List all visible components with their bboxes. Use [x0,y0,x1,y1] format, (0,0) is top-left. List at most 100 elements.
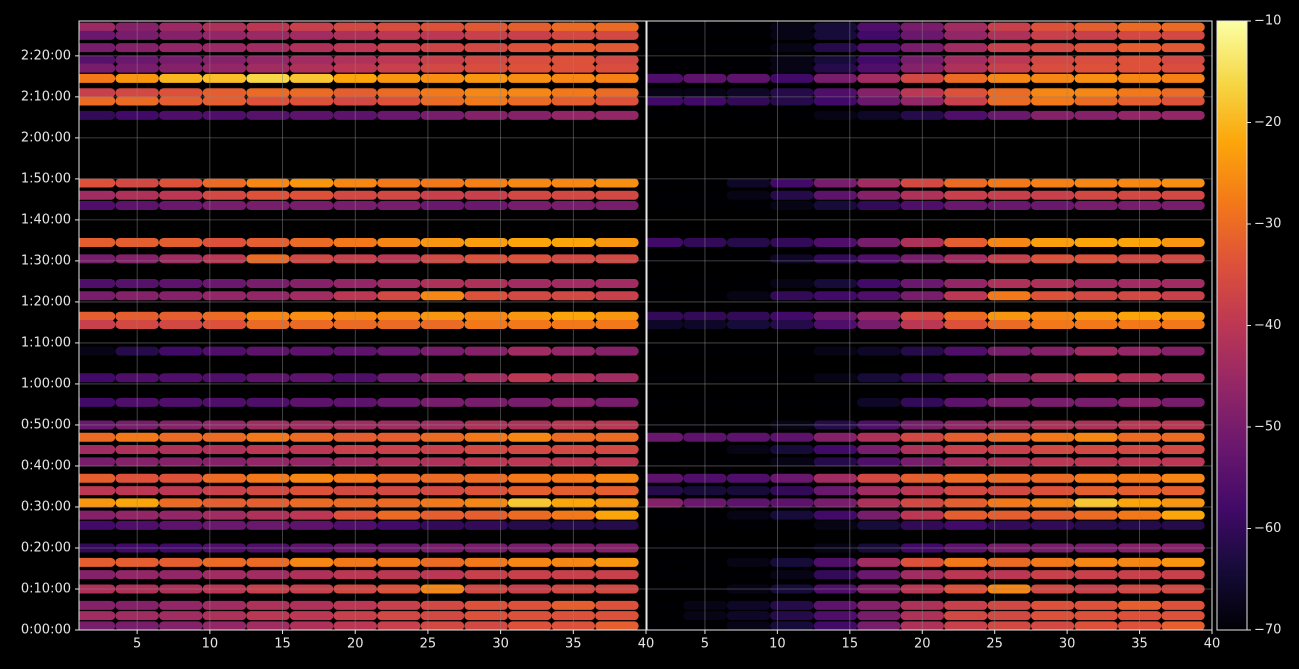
heat-cell [1161,557,1205,567]
heat-cell [464,432,508,442]
y-tick-label: 0:50:00 [21,417,71,432]
heat-cell [202,190,247,200]
heat-cell [1161,600,1205,610]
heat-cell [464,611,508,621]
heat-cell [813,457,858,467]
heat-cell [464,510,508,520]
heat-cell [79,621,116,630]
heat-cell [595,30,639,40]
heat-cell [202,498,247,508]
heat-cell [158,178,203,188]
heat-cell [1074,611,1118,621]
heat-cell [158,30,203,40]
heat-cell [377,498,421,508]
heat-cell [987,22,1031,32]
heat-cell [1161,611,1205,621]
heat-cell [1074,473,1118,483]
heat-cell [595,22,639,32]
heat-cell [857,201,901,211]
heat-cell [377,254,421,264]
heat-cell [813,557,858,567]
heat-cell [420,30,465,40]
x-tick-label: 10 [769,637,786,652]
heat-cell [158,96,203,106]
heat-cell [1074,346,1118,356]
heat-cell [770,63,814,73]
heat-cell [595,96,639,106]
heat-cell [726,557,771,567]
heat-cell [289,510,334,520]
heat-cell [1030,473,1075,483]
heat-cell [79,346,116,356]
heat-cell [987,63,1031,73]
heat-cell [377,600,421,610]
heat-cell [857,110,901,120]
heat-cell [857,570,901,580]
heat-cell [202,178,247,188]
heat-cell [770,510,814,520]
heat-cell [507,621,552,630]
heat-cell [770,55,814,65]
heat-cell [943,346,988,356]
heat-cell [857,520,901,530]
heat-cell [770,432,814,442]
heat-cell [726,373,771,383]
heat-cell [377,291,421,301]
heat-cell [1074,432,1118,442]
heat-cell [943,291,988,301]
heat-cell [595,611,639,621]
heat-cell [1030,88,1075,98]
heat-cell [726,96,771,106]
heat-cell [246,178,290,188]
heat-cell [943,373,988,383]
heat-cell [943,621,988,630]
heat-cell [943,55,988,65]
heat-cell [1074,254,1118,264]
heat-cell [1030,397,1075,407]
heat-cell [1074,88,1118,98]
heat-cell [770,278,814,288]
heat-cell [507,473,552,483]
heat-cell [1161,570,1205,580]
heat-cell [813,88,858,98]
heat-cell [507,600,552,610]
heat-cell [246,278,290,288]
heat-cell [726,319,771,329]
heat-cell [987,445,1031,455]
heat-cell [1030,110,1075,120]
heat-cell [647,237,684,247]
heat-cell [464,311,508,321]
heat-cell [202,611,247,621]
heat-cell [595,73,639,83]
heat-cell [202,311,247,321]
heat-cell [464,373,508,383]
heat-cell [857,237,901,247]
heat-cell [943,557,988,567]
heat-cell [202,201,247,211]
heat-cell [507,432,552,442]
heat-cell [595,319,639,329]
heat-cell [857,498,901,508]
heat-cell [420,96,465,106]
heat-cell [1030,43,1075,53]
heat-cell [377,30,421,40]
heat-cell [377,346,421,356]
heat-cell [202,600,247,610]
heat-cell [1161,178,1205,188]
heat-cell [770,110,814,120]
colorbar-tick-label: −10 [1254,14,1281,29]
heat-cell [79,570,116,580]
heat-cell [420,600,465,610]
heat-cell [770,346,814,356]
heat-cell [79,600,116,610]
heat-cell [1030,510,1075,520]
heat-cell [158,278,203,288]
heat-cell [813,291,858,301]
heat-cell [1030,63,1075,73]
heat-cell [464,600,508,610]
heat-cell [943,278,988,288]
heat-cell [1030,22,1075,32]
heat-cell [464,237,508,247]
heat-cell [813,473,858,483]
heat-cell [1030,30,1075,40]
